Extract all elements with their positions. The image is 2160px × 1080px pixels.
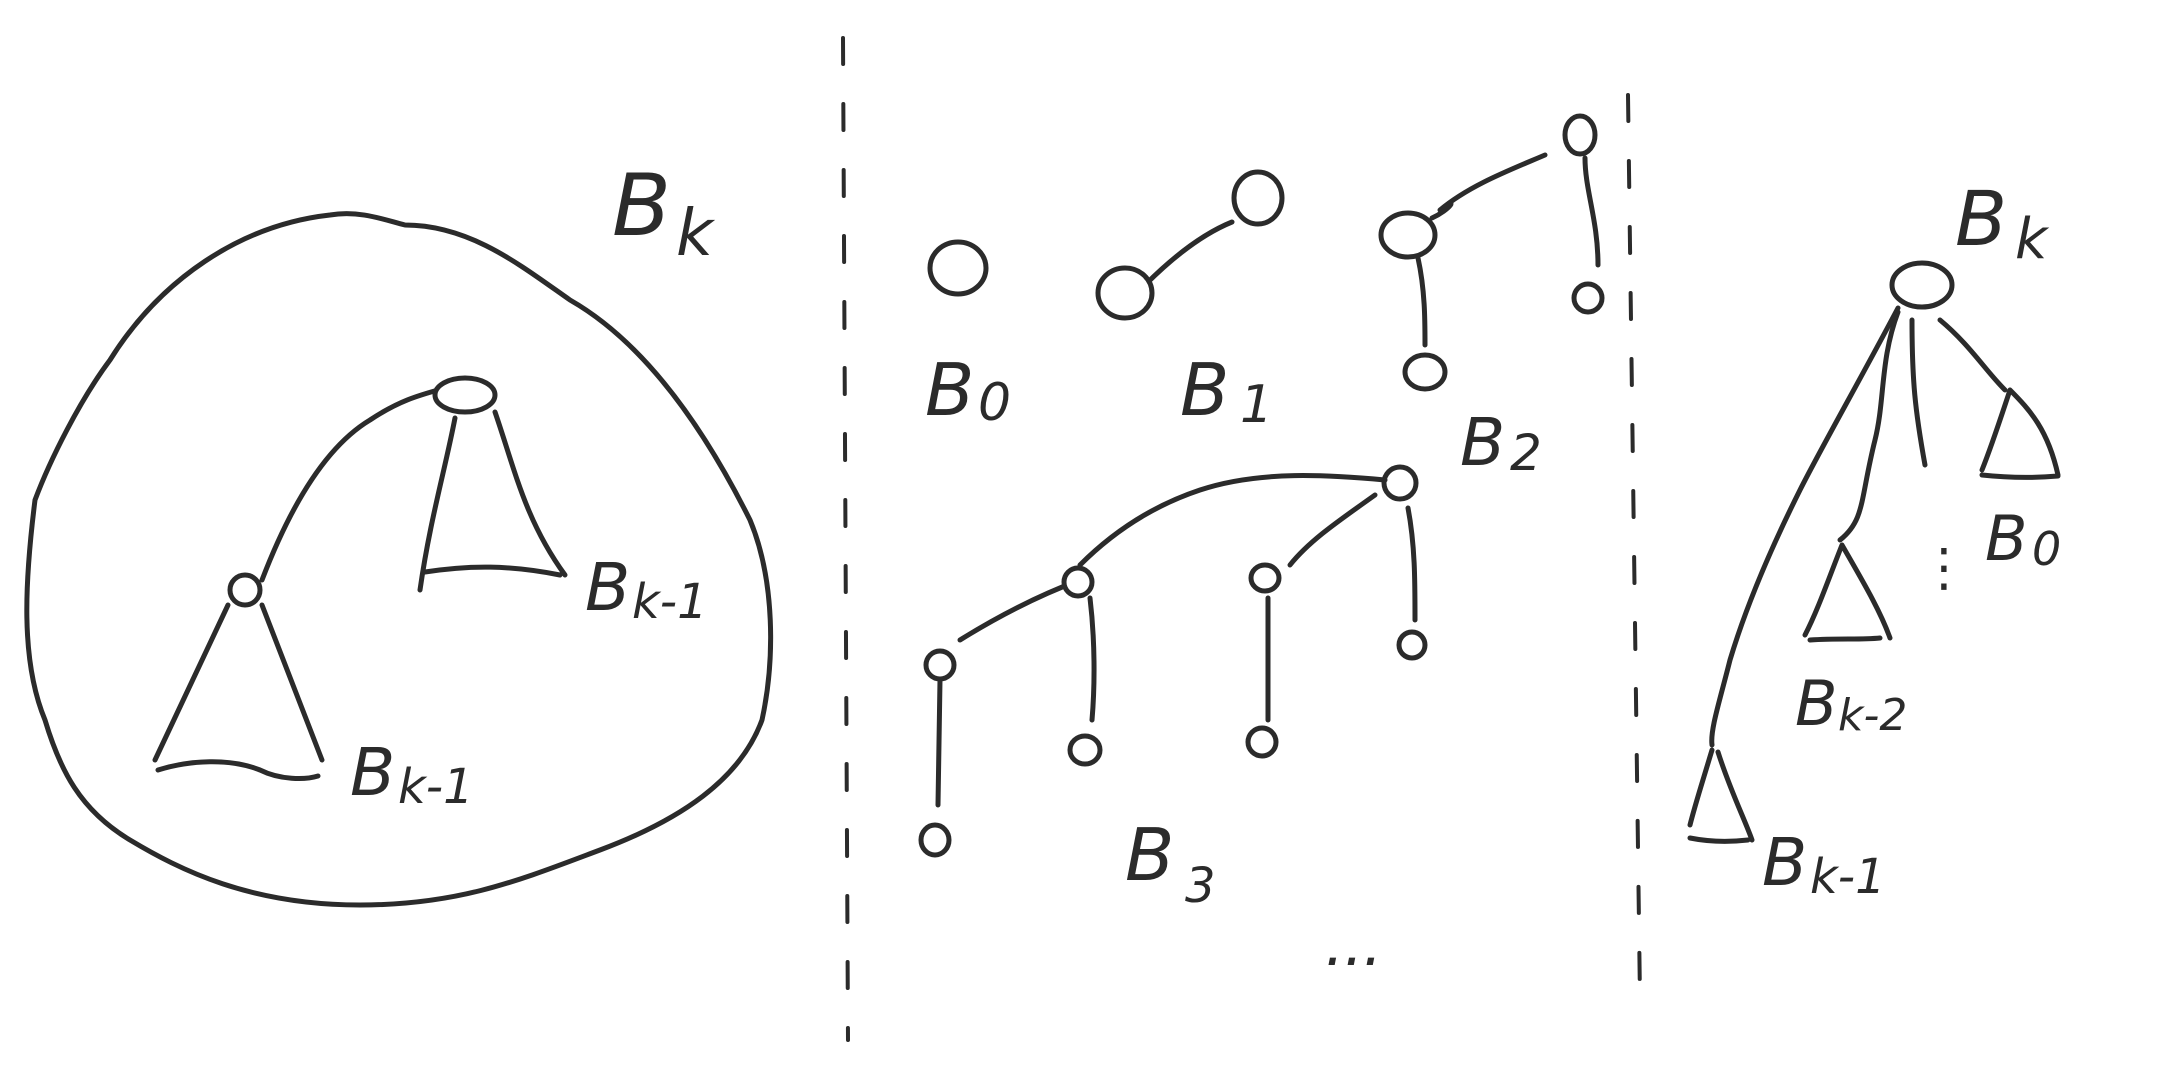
- bk2-subtree-triangle: [1802, 542, 1893, 643]
- b3-edge-root-far-left: [1077, 473, 1388, 568]
- examples-ellipsis: ...: [1325, 910, 1382, 980]
- right-root-node: [432, 375, 498, 415]
- b1-child-node: [1095, 265, 1155, 321]
- b3-edge-c-down: [935, 677, 943, 808]
- structure-b0-label: B: [1985, 502, 2028, 575]
- structure-bk2-label: B: [1795, 667, 1838, 740]
- structure-edge-bk1: [1709, 305, 1901, 748]
- b2-root-node: [1562, 113, 1598, 157]
- structure-bk1-label: B: [1762, 824, 1807, 901]
- link-left-to-right-root: [259, 385, 448, 583]
- b0-root-node: [927, 239, 989, 297]
- b2-edge-root-left: [1429, 152, 1548, 221]
- structure-edge-down: [1909, 317, 1928, 468]
- structure-title-sub: k: [2015, 207, 2050, 272]
- b3-edge-root-mid: [1287, 492, 1378, 568]
- left-subtree-triangle: [152, 602, 325, 781]
- bk1-subtree-triangle: [1687, 747, 1755, 844]
- definition-panel: B k B k-1 B k-1: [24, 156, 774, 908]
- b3-leaf-c: [918, 822, 952, 858]
- structure-panel: B k ⋮ B 0 B k-2 B k-1: [1687, 174, 2061, 905]
- b1-edge: [1142, 219, 1235, 288]
- b0-subtree-triangle: [1979, 387, 2061, 480]
- b1-sub: 1: [1240, 375, 1273, 435]
- b3-node-a: [1061, 565, 1095, 599]
- left-root-node: [227, 572, 263, 608]
- b3-leaf-b: [1245, 725, 1279, 759]
- structure-vdots: ⋮: [1918, 538, 1970, 598]
- b3-root-node: [1381, 464, 1419, 502]
- b2-label: B: [1460, 404, 1505, 481]
- b0-label: B: [925, 348, 974, 432]
- b1-root-node: [1231, 169, 1285, 227]
- b3-node-b: [1248, 562, 1282, 594]
- structure-edge-bk2: [1837, 309, 1901, 543]
- left-subtree-label: B: [350, 734, 395, 811]
- b3-leaf-a: [1067, 733, 1103, 767]
- definition-title-sub: k: [676, 197, 716, 271]
- left-subtree-sub: k-1: [398, 759, 474, 815]
- right-subtree-sub: k-1: [632, 574, 708, 630]
- right-subtree-triangle: [417, 409, 568, 593]
- b3-label: B: [1125, 813, 1174, 897]
- b3-edge-root-down: [1405, 505, 1418, 623]
- b2-edge-root-down: [1582, 155, 1601, 268]
- enclosing-blob: [24, 211, 774, 908]
- b3-edge-a-to-b: [957, 577, 1083, 643]
- structure-edge-b0: [1937, 317, 2008, 393]
- b2-leaf-right: [1571, 281, 1605, 315]
- b2-left-node: [1378, 210, 1438, 260]
- b1-label: B: [1180, 348, 1229, 432]
- divider-right: [1626, 93, 1642, 1002]
- b0-sub: 0: [978, 373, 1011, 433]
- structure-bk1-sub: k-1: [1810, 849, 1886, 905]
- right-subtree-label: B: [585, 549, 630, 626]
- b2-leaf-left: [1402, 352, 1448, 392]
- b3-leaf-root: [1396, 629, 1428, 661]
- divider-left: [841, 36, 850, 1042]
- b2-edge-left-down: [1415, 255, 1428, 348]
- b3-edge-a-down: [1087, 595, 1097, 723]
- b2-sub: 2: [1510, 424, 1542, 482]
- structure-bk2-sub: k-2: [1838, 690, 1907, 741]
- examples-panel: B 0 B 1 B 2 B 3 ...: [918, 113, 1605, 980]
- b3-node-c: [923, 648, 957, 682]
- b3-sub: 3: [1185, 858, 1216, 914]
- structure-root-node: [1889, 260, 1955, 310]
- structure-title: B: [1955, 174, 2007, 263]
- structure-b0-sub: 0: [2032, 522, 2061, 576]
- definition-title: B: [612, 156, 671, 256]
